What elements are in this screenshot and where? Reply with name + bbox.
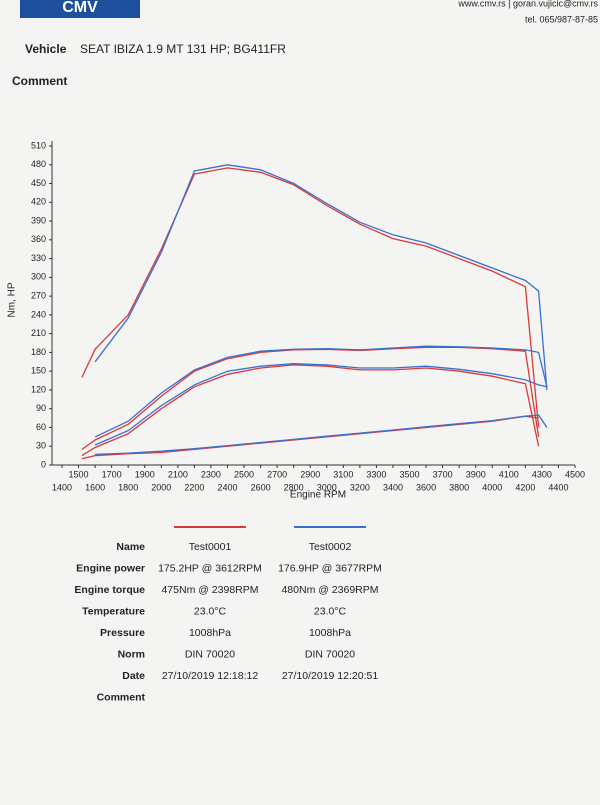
x-tick-label: 3200 [350, 482, 370, 492]
y-tick-label: 360 [31, 234, 46, 244]
series-line [81, 346, 540, 450]
y-tick-label: 240 [31, 309, 46, 319]
vehicle-label: Vehicle [25, 42, 67, 56]
y-tick-label: 480 [31, 159, 46, 169]
table-value: 23.0°C [194, 605, 227, 617]
x-axis-label: Engine RPM [290, 490, 346, 501]
x-tick-label: 2100 [168, 469, 188, 479]
y-tick-label: 300 [31, 272, 46, 282]
x-tick-label: 1900 [135, 469, 155, 479]
y-tick-label: 210 [31, 328, 46, 338]
x-tick-label: 3000 [317, 482, 337, 492]
table-label: Date [122, 670, 145, 682]
comment-label: Comment [12, 74, 67, 88]
table-value: DIN 70020 [305, 648, 355, 660]
contact: www.cmv.rs | goran.vujicic@cmv.rs [457, 0, 598, 8]
x-tick-label: 3600 [416, 482, 436, 492]
x-tick-label: 4500 [565, 469, 585, 479]
table-value: 480Nm @ 2369RPM [281, 584, 378, 596]
series-line [95, 414, 548, 456]
table-value: 475Nm @ 2398RPM [161, 584, 258, 596]
y-tick-label: 450 [31, 178, 46, 188]
table-label: Engine torque [74, 584, 145, 596]
y-tick-label: 150 [31, 366, 46, 376]
table-value: Test0001 [189, 541, 232, 553]
y-tick-label: 30 [36, 441, 46, 451]
series-line [94, 363, 548, 446]
x-tick-label: 1500 [69, 469, 89, 479]
logo-box [20, 0, 140, 18]
y-tick-label: 0 [41, 459, 46, 469]
x-tick-label: 3400 [383, 482, 403, 492]
x-tick-label: 2000 [151, 482, 171, 492]
x-tick-label: 3700 [433, 469, 453, 479]
table-label: Pressure [100, 627, 145, 639]
x-tick-label: 3100 [333, 469, 353, 479]
x-tick-label: 2700 [267, 469, 287, 479]
x-tick-label: 1600 [85, 482, 105, 492]
table-label: Norm [118, 648, 145, 660]
x-tick-label: 1400 [52, 482, 72, 492]
table-value: 176.9HP @ 3677RPM [278, 562, 382, 574]
x-tick-label: 1800 [118, 482, 138, 492]
table-value: 27/10/2019 12:20:51 [282, 670, 379, 682]
table-value: 23.0°C [314, 605, 347, 617]
y-tick-label: 90 [36, 403, 46, 413]
x-tick-label: 2600 [251, 482, 271, 492]
x-tick-label: 3800 [449, 482, 469, 492]
series-line [81, 364, 540, 457]
x-tick-label: 4400 [548, 482, 568, 492]
y-tick-label: 60 [36, 422, 46, 432]
x-tick-label: 3500 [400, 469, 420, 479]
x-tick-label: 2200 [184, 482, 204, 492]
x-tick-label: 2500 [234, 469, 254, 479]
phone: tel. 065/987-87-85 [525, 14, 598, 24]
y-tick-label: 120 [31, 384, 46, 394]
x-tick-label: 2300 [201, 469, 221, 479]
x-tick-label: 4300 [532, 469, 552, 479]
y-axis-label: Nm, HP [7, 282, 18, 317]
y-tick-label: 180 [31, 347, 46, 357]
table-label: Comment [97, 691, 146, 703]
table-value: DIN 70020 [185, 648, 235, 660]
series-line [81, 167, 540, 428]
series-line [94, 345, 548, 438]
table-label: Temperature [82, 605, 145, 617]
x-tick-label: 3300 [366, 469, 386, 479]
y-tick-label: 420 [31, 197, 46, 207]
x-tick-label: 2400 [217, 482, 237, 492]
vehicle-value: SEAT IBIZA 1.9 MT 131 HP; BG411FR [80, 42, 286, 56]
series-line [94, 164, 548, 390]
y-tick-label: 390 [31, 215, 46, 225]
table-value: 27/10/2019 12:18:12 [162, 670, 259, 682]
x-tick-label: 4100 [499, 469, 519, 479]
x-tick-label: 1700 [102, 469, 122, 479]
x-tick-label: 4000 [482, 482, 502, 492]
table-value: 1008hPa [189, 627, 231, 639]
table-label: Name [116, 541, 145, 553]
logo: CMV [62, 0, 98, 16]
y-tick-label: 330 [31, 253, 46, 263]
x-tick-label: 3900 [466, 469, 486, 479]
y-tick-label: 510 [31, 140, 46, 150]
table-value: Test0002 [309, 541, 352, 553]
x-tick-label: 2900 [300, 469, 320, 479]
x-tick-label: 2800 [284, 482, 304, 492]
y-tick-label: 270 [31, 290, 46, 300]
table-label: Engine power [76, 562, 145, 574]
table-value: 1008hPa [309, 627, 351, 639]
x-tick-label: 4200 [515, 482, 535, 492]
table-value: 175.2HP @ 3612RPM [158, 562, 262, 574]
